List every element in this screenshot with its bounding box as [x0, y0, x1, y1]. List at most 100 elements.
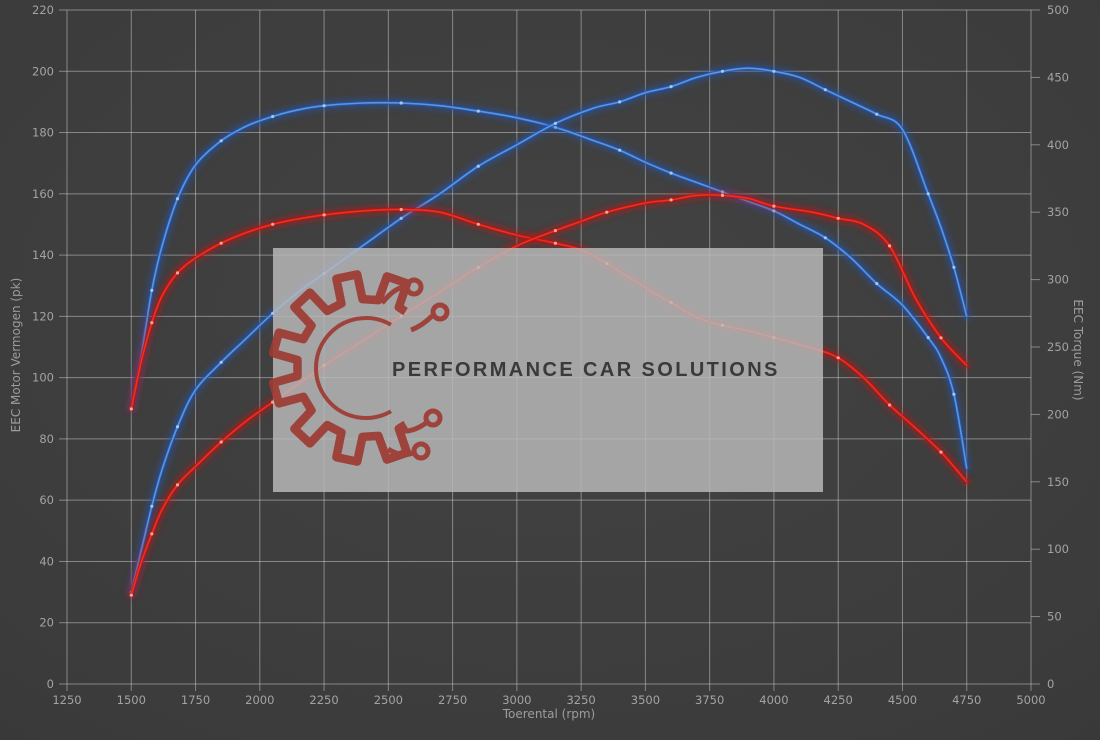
- x-tick-label: 4750: [952, 693, 981, 707]
- data-point-marker: [219, 440, 223, 444]
- y-right-tick-label: 450: [1047, 70, 1069, 84]
- power-tuned-blue-curve: [127, 64, 971, 597]
- y-right-tick-label: 100: [1047, 542, 1069, 556]
- y-right-tick-label: 350: [1047, 205, 1069, 219]
- data-point-marker: [219, 241, 223, 245]
- y-left-axis-title: EEC Motor Vermogen (pk): [9, 278, 23, 433]
- data-point-marker: [772, 204, 776, 208]
- data-point-marker: [720, 193, 725, 197]
- y-right-tick-label: 200: [1047, 407, 1069, 421]
- data-point-marker: [888, 403, 892, 407]
- x-tick-label: 4500: [888, 693, 917, 707]
- data-point-marker: [129, 593, 133, 597]
- data-point-marker: [926, 192, 930, 196]
- data-point-marker: [399, 207, 403, 212]
- data-point-marker: [888, 244, 892, 248]
- data-point-marker: [836, 356, 840, 360]
- y-right-tick-label: 150: [1047, 475, 1069, 489]
- data-point-marker: [939, 450, 943, 454]
- x-tick-label: 1500: [117, 693, 146, 707]
- y-left-tick-label: 60: [39, 493, 54, 507]
- data-point-marker: [618, 100, 622, 104]
- x-tick-label: 2000: [245, 693, 274, 707]
- watermark: PERFORMANCE CAR SOLUTIONS: [268, 248, 823, 492]
- data-point-marker: [952, 265, 956, 269]
- x-tick-label: 1750: [181, 693, 210, 707]
- x-axis-title: Toerental (rpm): [502, 707, 595, 721]
- data-point-marker: [271, 114, 275, 119]
- data-point-marker: [553, 229, 558, 233]
- y-left-tick-label: 20: [39, 616, 54, 630]
- data-point-marker: [605, 210, 609, 214]
- data-point-marker: [952, 392, 956, 396]
- y-right-tick-label: 0: [1047, 677, 1054, 691]
- x-tick-label: 2500: [374, 693, 403, 707]
- x-tick-label: 3500: [631, 693, 660, 707]
- data-point-marker: [150, 532, 154, 536]
- tick-labels: 1250 1500 1750 2000 2250 2500 2750 3000 3250 3500…: [32, 3, 1069, 707]
- data-point-marker: [476, 222, 480, 226]
- data-point-marker: [823, 236, 827, 240]
- y-right-tick-label: 400: [1047, 138, 1069, 152]
- y-left-tick-label: 220: [32, 3, 54, 17]
- data-point-marker: [322, 213, 326, 217]
- y-left-tick-label: 40: [39, 554, 54, 568]
- data-point-marker: [926, 336, 930, 340]
- data-point-marker: [476, 164, 480, 168]
- data-point-marker: [150, 504, 154, 508]
- data-point-marker: [175, 271, 180, 275]
- data-point-marker: [720, 69, 725, 73]
- y-left-tick-label: 80: [39, 432, 54, 446]
- data-point-marker: [618, 148, 622, 152]
- watermark-text: PERFORMANCE CAR SOLUTIONS: [392, 359, 780, 381]
- x-tick-label: 3250: [566, 693, 595, 707]
- torque-tuned-blue-curve: [127, 98, 971, 473]
- y-right-tick-label: 250: [1047, 340, 1069, 354]
- data-point-marker: [399, 101, 403, 105]
- data-point-marker: [669, 85, 673, 89]
- y-left-tick-label: 160: [32, 187, 54, 201]
- data-point-marker: [836, 216, 840, 220]
- data-point-marker: [823, 88, 827, 92]
- x-tick-label: 3000: [502, 693, 531, 707]
- data-point-marker: [219, 139, 223, 143]
- axis-ticks: [59, 9, 1040, 691]
- y-left-tick-label: 0: [47, 677, 54, 691]
- data-point-marker: [939, 336, 943, 340]
- data-point-marker: [271, 222, 275, 226]
- y-left-tick-label: 100: [32, 371, 54, 385]
- y-right-tick-label: 300: [1047, 273, 1069, 287]
- data-point-marker: [553, 241, 558, 245]
- data-point-marker: [175, 425, 180, 429]
- data-point-marker: [772, 69, 776, 73]
- y-left-tick-label: 200: [32, 64, 54, 78]
- y-right-tick-label: 50: [1047, 610, 1062, 624]
- data-point-marker: [175, 483, 180, 487]
- data-point-marker: [669, 171, 673, 175]
- watermark-box: [273, 248, 823, 492]
- gridlines: [66, 9, 1032, 685]
- curves: [127, 64, 971, 600]
- x-tick-label: 2750: [438, 693, 467, 707]
- data-point-marker: [875, 282, 879, 286]
- power-original-red-curve: [127, 190, 971, 600]
- x-tick-label: 4000: [759, 693, 788, 707]
- data-point-marker: [669, 198, 673, 202]
- data-point-marker: [175, 197, 180, 201]
- y-left-tick-label: 140: [32, 248, 54, 262]
- y-left-tick-label: 180: [32, 126, 54, 140]
- data-point-marker: [219, 360, 223, 364]
- y-right-axis-title: EEC Torque (Nm): [1071, 299, 1085, 400]
- gear-circuit-logo: [268, 270, 450, 466]
- data-point-marker: [476, 109, 480, 113]
- data-point-marker: [875, 112, 879, 116]
- data-point-marker: [150, 321, 154, 325]
- x-tick-label: 2250: [309, 693, 338, 707]
- x-tick-label: 5000: [1016, 693, 1045, 707]
- data-point-marker: [399, 216, 403, 220]
- y-right-tick-label: 500: [1047, 3, 1069, 17]
- x-tick-label: 3750: [695, 693, 724, 707]
- data-point-marker: [150, 288, 154, 292]
